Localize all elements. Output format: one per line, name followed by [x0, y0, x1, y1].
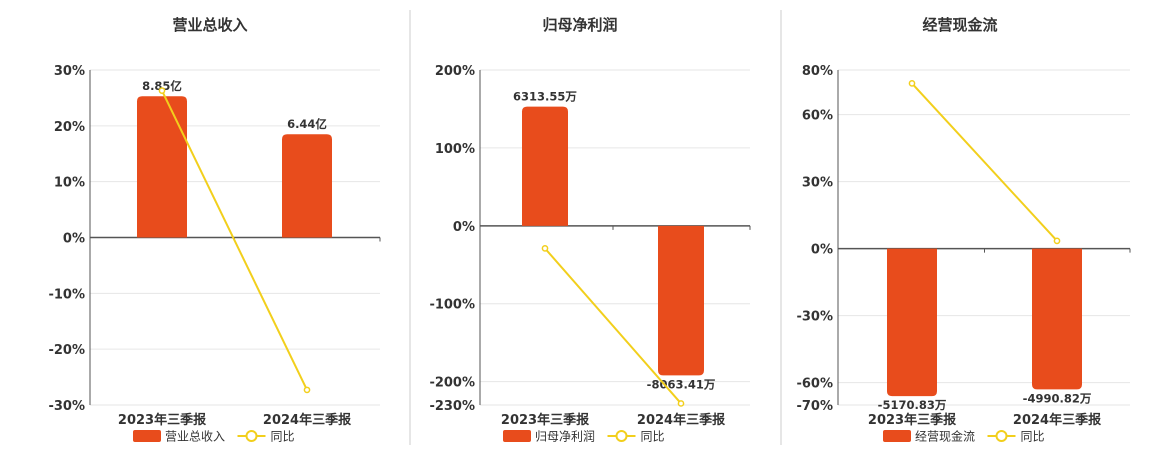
- y-tick-label: 100%: [435, 142, 475, 157]
- legend-line-marker: [245, 430, 258, 442]
- bar: [522, 106, 568, 226]
- bar: [282, 134, 332, 238]
- bar: [1032, 248, 1082, 390]
- bar-data-label: 6.44亿: [287, 117, 327, 131]
- yoy-line: [161, 90, 308, 391]
- y-tick-label: 200%: [435, 64, 475, 79]
- x-tick-label: 2023年三季报: [501, 412, 590, 428]
- legend-bar-swatch: [503, 430, 531, 442]
- legend-line-marker: [615, 430, 628, 442]
- bar-data-label: -8063.41万: [647, 377, 716, 391]
- legend-line-label: 同比: [1021, 430, 1045, 444]
- legend-bar-swatch: [883, 430, 911, 442]
- bar-data-label: -5170.83万: [878, 398, 947, 412]
- y-tick-label: -30%: [48, 399, 85, 414]
- y-tick-label: -70%: [796, 399, 833, 414]
- y-tick-label: 60%: [802, 109, 833, 124]
- legend-bar-swatch: [133, 430, 161, 442]
- y-tick-label: 30%: [54, 64, 85, 79]
- y-tick-label: -10%: [48, 287, 85, 302]
- y-tick-label: 0%: [811, 243, 833, 258]
- y-tick-label: 30%: [802, 176, 833, 191]
- y-tick-label: 80%: [802, 64, 833, 79]
- bar: [137, 96, 187, 238]
- y-tick-label: 10%: [54, 176, 85, 191]
- legend-line-label: 同比: [641, 430, 665, 444]
- legend-bar-label: 归母净利润: [535, 430, 595, 444]
- chart-title: 营业总收入: [172, 16, 247, 34]
- bar: [887, 248, 937, 397]
- legend-bar-label: 经营现金流: [915, 429, 975, 444]
- yoy-point: [303, 386, 311, 394]
- y-tick-label: 20%: [54, 120, 85, 135]
- y-tick-label: -100%: [429, 298, 475, 313]
- chart-title: 经营现金流: [922, 16, 997, 34]
- yoy-line: [544, 247, 682, 405]
- x-tick-label: 2023年三季报: [118, 412, 207, 428]
- yoy-point: [541, 245, 549, 252]
- x-tick-label: 2024年三季报: [263, 412, 352, 428]
- bar: [658, 225, 704, 376]
- bar-data-label: 8.85亿: [142, 79, 182, 93]
- yoy-point: [158, 87, 166, 95]
- y-tick-label: -60%: [796, 377, 833, 392]
- y-tick-label: -230%: [429, 399, 475, 414]
- yoy-line: [911, 82, 1058, 242]
- bar-data-label: 6313.55万: [513, 90, 577, 104]
- legend-line-label: 同比: [271, 430, 295, 444]
- bar-data-label: -4990.82万: [1023, 391, 1092, 405]
- chart-title: 归母净利润: [542, 16, 617, 34]
- y-tick-label: 0%: [63, 232, 85, 247]
- y-tick-label: 0%: [453, 220, 475, 235]
- x-tick-label: 2024年三季报: [1013, 412, 1102, 428]
- yoy-point: [677, 400, 685, 407]
- yoy-point: [908, 80, 916, 87]
- legend-line-marker: [995, 430, 1008, 442]
- x-tick-label: 2023年三季报: [868, 412, 957, 428]
- y-tick-label: -30%: [796, 310, 833, 325]
- x-tick-label: 2024年三季报: [637, 412, 726, 428]
- legend-bar-label: 营业总收入: [165, 430, 225, 444]
- y-tick-label: -20%: [48, 343, 85, 358]
- y-tick-label: -200%: [429, 376, 475, 391]
- yoy-point: [1053, 237, 1061, 245]
